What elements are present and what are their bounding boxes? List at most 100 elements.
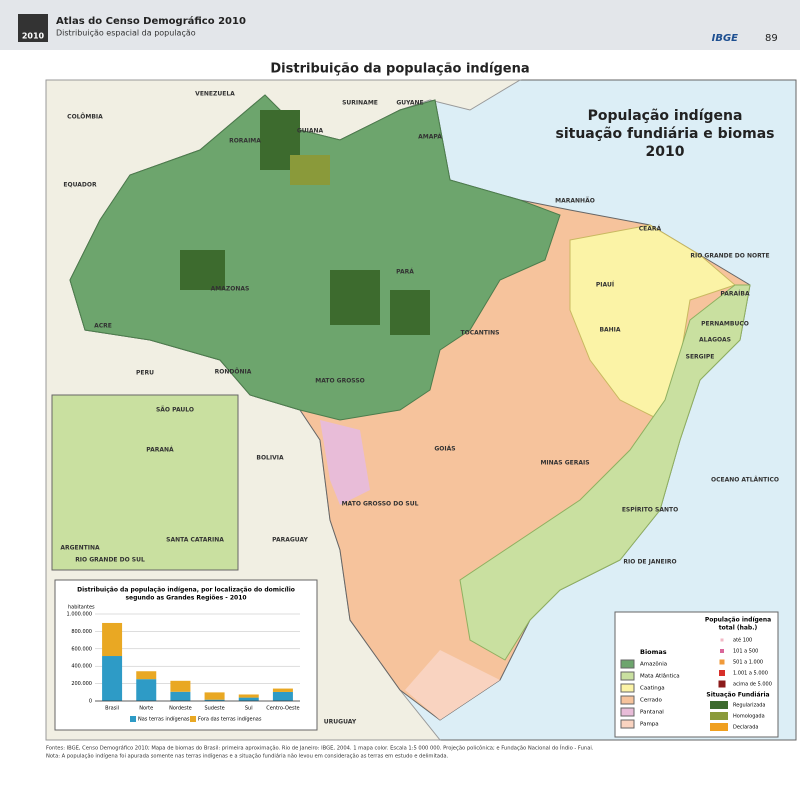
map-label: OCEANO ATLÂNTICO bbox=[711, 477, 779, 484]
bar bbox=[272, 688, 293, 692]
map-label: SURINAME bbox=[342, 100, 378, 107]
indigenous-land bbox=[290, 155, 330, 185]
bar bbox=[136, 679, 157, 701]
biome-amazonia bbox=[69, 94, 561, 421]
map-label: VENEZUELA bbox=[195, 91, 235, 98]
legend-label: Pantanal bbox=[640, 710, 664, 716]
biome-pantanal bbox=[320, 420, 370, 505]
y-tick-label: 600.000 bbox=[71, 646, 92, 652]
legend-swatch bbox=[620, 683, 635, 693]
legend-label: Amazônia bbox=[640, 661, 667, 668]
legend-label: Regularizada bbox=[733, 703, 766, 709]
legend-swatch bbox=[620, 671, 635, 681]
inset-map bbox=[51, 394, 239, 571]
legend-swatch bbox=[720, 638, 724, 642]
page-title: Distribuição da população indígena bbox=[270, 62, 529, 77]
map-label: URUGUAY bbox=[324, 719, 357, 726]
note: Nota: A população indígena foi apurada s… bbox=[46, 753, 449, 760]
map-label: MATO GROSSO bbox=[315, 378, 365, 385]
map-label: SANTA CATARINA bbox=[166, 537, 224, 544]
map-label: SÃO PAULO bbox=[156, 407, 194, 414]
indigenous-land bbox=[330, 270, 380, 325]
legend-label: Pampa bbox=[640, 722, 659, 728]
map-label: ARGENTINA bbox=[60, 545, 100, 552]
bar bbox=[170, 691, 191, 701]
y-tick-label: 400.000 bbox=[71, 664, 92, 670]
map-label: ALAGOAS bbox=[699, 337, 731, 344]
legend-swatch bbox=[620, 695, 635, 705]
map-label: COLÔMBIA bbox=[67, 114, 103, 121]
map-label: PERU bbox=[136, 370, 154, 377]
map-label: BOLIVIA bbox=[256, 455, 284, 462]
map-label: TOCANTINS bbox=[461, 330, 500, 337]
logo bbox=[18, 14, 48, 42]
legend-swatch bbox=[190, 716, 196, 722]
legend-title: Biomas bbox=[640, 648, 667, 656]
publisher: IBGE bbox=[712, 33, 739, 44]
map-label: RIO GRANDE DO SUL bbox=[75, 557, 145, 564]
x-tick-label: Centro-Oeste bbox=[266, 706, 299, 712]
header-subtitle: Distribuição espacial da população bbox=[56, 29, 196, 38]
legend-swatch bbox=[710, 723, 728, 731]
legend-label: 1.001 a 5.000 bbox=[733, 671, 768, 677]
map-label: PIAUÍ bbox=[596, 281, 615, 289]
legend-swatch bbox=[718, 680, 726, 688]
bar bbox=[170, 680, 191, 692]
bar bbox=[238, 697, 259, 701]
legend-label: Caatinga bbox=[640, 686, 665, 692]
legend: Biomas Amazônia Mata Atlântica Caatinga Cerr… bbox=[620, 617, 772, 731]
legend-label: acima de 5.000 bbox=[733, 682, 772, 688]
legend-label: Nas terras indígenas bbox=[138, 716, 190, 723]
map-label: RORAIMA bbox=[229, 138, 261, 145]
legend-swatch bbox=[719, 670, 725, 676]
legend-swatch bbox=[620, 707, 635, 717]
header-title: Atlas do Censo Demográfico 2010 bbox=[56, 15, 246, 27]
map-label: RONDÔNIA bbox=[215, 369, 252, 376]
sources: Fontes: IBGE, Censo Demográfico 2010; Ma… bbox=[46, 745, 594, 752]
bar bbox=[102, 656, 123, 701]
y-tick-label: 0 bbox=[89, 699, 92, 705]
x-tick-label: Sul bbox=[245, 706, 253, 712]
legend-swatch bbox=[620, 659, 635, 669]
chart-box bbox=[54, 579, 318, 731]
legend-title: População indígena bbox=[705, 617, 771, 624]
map-label: AMAZONAS bbox=[211, 286, 250, 293]
legend-swatch bbox=[720, 649, 724, 653]
bar bbox=[204, 699, 225, 701]
y-tick-label: 1.000.000 bbox=[67, 612, 92, 618]
map-label: RIO DE JANEIRO bbox=[623, 559, 676, 566]
bar bbox=[238, 694, 259, 698]
x-tick-label: Nordeste bbox=[169, 706, 192, 712]
map-label: EQUADOR bbox=[63, 182, 97, 189]
biome-mata-atlantica bbox=[459, 284, 751, 661]
legend-swatch bbox=[620, 719, 635, 729]
legend-label: até 100 bbox=[733, 637, 752, 644]
legend-label: Declarada bbox=[733, 725, 759, 731]
indigenous-land bbox=[390, 290, 430, 335]
chart-title: Distribuição da população indígena, por … bbox=[77, 587, 295, 594]
chart: Distribuição da população indígena, por … bbox=[67, 587, 300, 723]
bar bbox=[204, 692, 225, 700]
y-tick-label: 800.000 bbox=[71, 629, 92, 635]
header-bar bbox=[0, 0, 800, 50]
logo-text: 2010 bbox=[22, 32, 45, 41]
map-label: PARANÁ bbox=[146, 447, 174, 454]
legend-box bbox=[614, 611, 779, 738]
legend-swatch bbox=[719, 659, 725, 665]
map-label: GUIANA bbox=[297, 128, 324, 135]
map-label: BAHIA bbox=[599, 327, 620, 334]
bar bbox=[102, 622, 123, 657]
legend-swatch bbox=[710, 701, 728, 709]
map-label: ACRE bbox=[94, 323, 112, 330]
x-tick-label: Brasil bbox=[105, 706, 119, 712]
map-label: SERGIPE bbox=[686, 354, 715, 361]
map-label: GUYANE bbox=[396, 100, 423, 107]
legend-title: total (hab.) bbox=[719, 625, 758, 632]
map-label: CEARÁ bbox=[639, 226, 662, 233]
x-tick-label: Sudeste bbox=[204, 706, 224, 712]
page-number: 89 bbox=[765, 33, 778, 44]
legend-swatch bbox=[710, 712, 728, 720]
map-label: PARAGUAY bbox=[272, 537, 308, 544]
map-label: PARÁ bbox=[396, 269, 414, 276]
